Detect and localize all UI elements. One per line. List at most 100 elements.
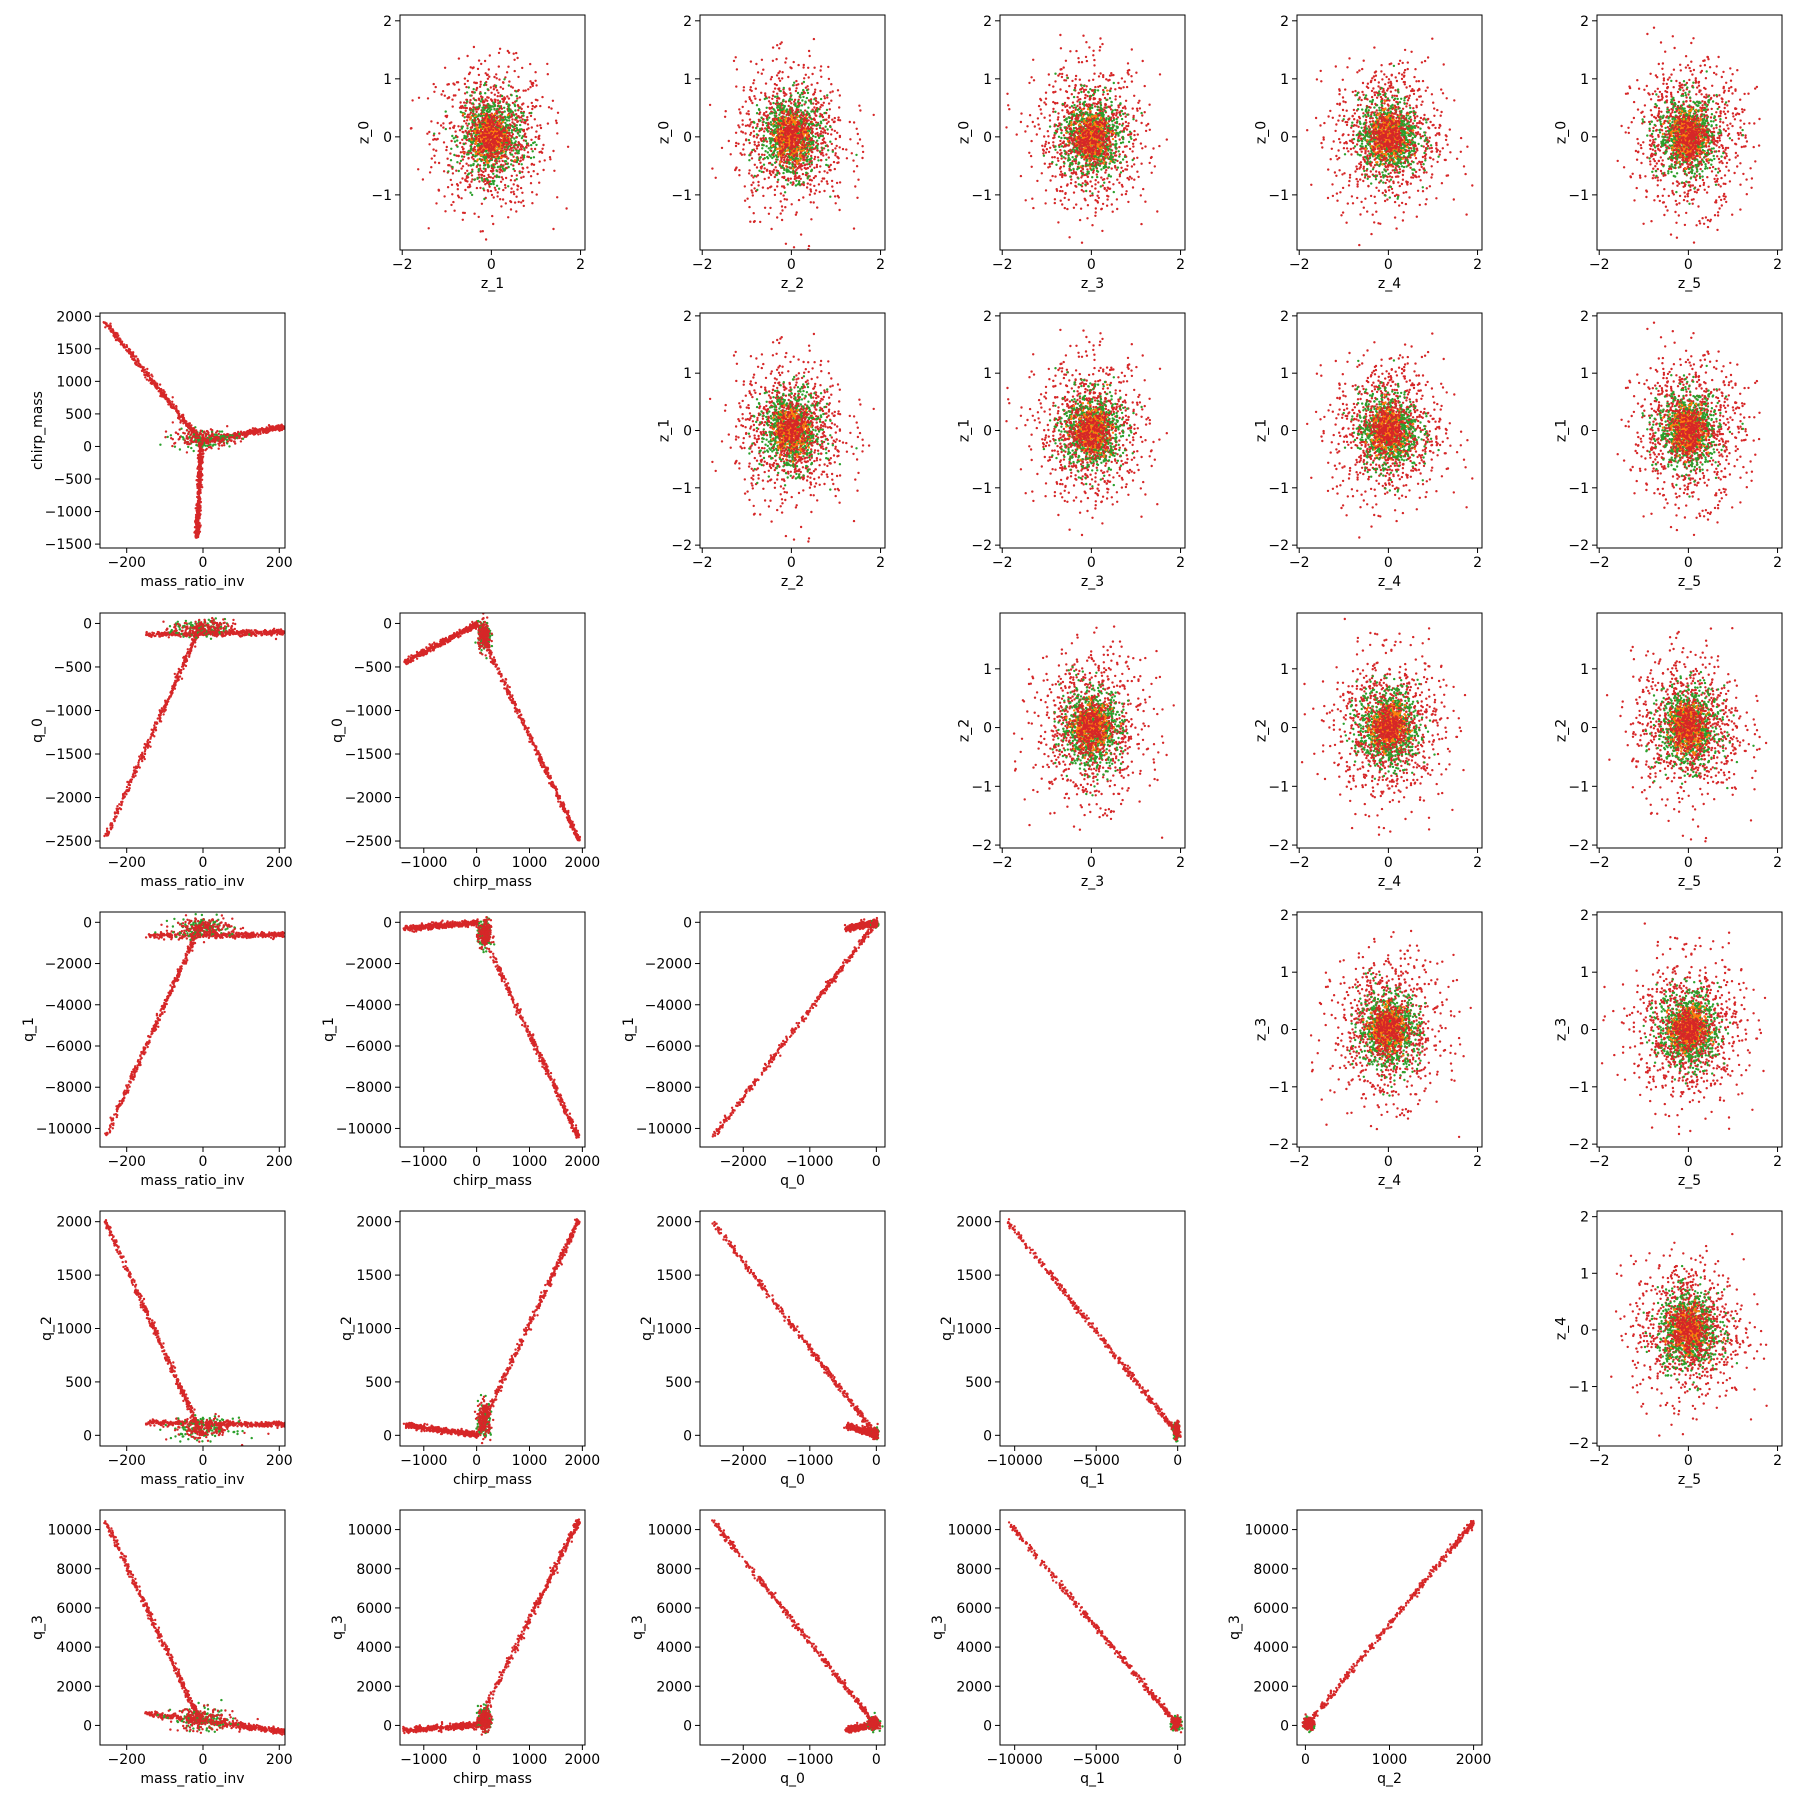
- scatter-point: [1068, 106, 1072, 109]
- scatter-point: [750, 189, 753, 192]
- scatter-point: [1037, 104, 1041, 108]
- scatter-point: [492, 163, 495, 167]
- scatter-point: [734, 131, 738, 134]
- scatter-point: [505, 101, 508, 104]
- scatter-point: [1080, 61, 1084, 64]
- scatter-point: [789, 166, 792, 169]
- scatter-point: [463, 152, 466, 155]
- scatter-point: [1133, 163, 1136, 166]
- scatter-point: [477, 135, 481, 138]
- scatter-point: [519, 159, 522, 162]
- scatter-point: [1062, 141, 1065, 145]
- scatter-point: [1028, 81, 1031, 85]
- scatter-point: [783, 156, 786, 159]
- scatter-point: [821, 151, 824, 155]
- scatter-point: [819, 89, 822, 93]
- scatter-point: [547, 106, 551, 109]
- scatter-point: [810, 218, 813, 221]
- scatter-point: [776, 216, 779, 219]
- scatter-point: [769, 173, 773, 177]
- scatter-point: [822, 119, 825, 122]
- scatter-point: [820, 130, 823, 133]
- scatter-point: [778, 144, 781, 147]
- scatter-point: [781, 166, 784, 169]
- scatter-point: [1052, 91, 1055, 94]
- scatter-point: [764, 127, 767, 130]
- x-tick-label: 0: [787, 257, 796, 273]
- scatter-point: [1088, 46, 1091, 49]
- scatter-point: [777, 140, 781, 143]
- scatter-point: [502, 81, 505, 85]
- scatter-point: [491, 214, 494, 218]
- scatter-point: [467, 153, 470, 156]
- scatter-point: [1085, 59, 1089, 63]
- scatter-point: [856, 132, 859, 136]
- scatter-point: [495, 174, 498, 177]
- scatter-point: [1133, 129, 1136, 133]
- scatter-point: [1141, 59, 1144, 63]
- scatter-point: [510, 143, 513, 147]
- scatter-point: [485, 141, 489, 144]
- scatter-point: [793, 154, 797, 157]
- scatter-point: [524, 139, 527, 142]
- scatter-point: [486, 154, 490, 157]
- scatter-point: [462, 131, 465, 134]
- scatter-point: [1049, 146, 1052, 149]
- scatter-point: [776, 92, 779, 95]
- scatter-point: [1094, 183, 1097, 186]
- scatter-point: [1114, 95, 1117, 98]
- scatter-point: [466, 180, 469, 183]
- scatter-point: [763, 157, 766, 160]
- scatter-point: [513, 122, 516, 126]
- scatter-point: [825, 122, 829, 125]
- scatter-point: [495, 169, 498, 173]
- scatter-point: [808, 145, 812, 148]
- scatter-point: [791, 167, 795, 170]
- scatter-point: [470, 174, 474, 177]
- scatter-point: [460, 127, 464, 130]
- scatter-point: [508, 126, 512, 130]
- scatter-point: [530, 147, 533, 151]
- scatter-point: [514, 152, 517, 155]
- scatter-point: [1124, 99, 1128, 103]
- scatter-point: [783, 136, 786, 139]
- scatter-point: [827, 156, 830, 159]
- scatter-point: [788, 153, 791, 156]
- scatter-point: [479, 83, 482, 86]
- scatter-point: [492, 128, 495, 132]
- scatter-point: [1116, 116, 1120, 119]
- scatter-point: [803, 103, 806, 106]
- scatter-point: [803, 158, 806, 161]
- scatter-point: [769, 102, 772, 105]
- scatter-point: [1105, 78, 1108, 81]
- scatter-point: [509, 153, 512, 156]
- scatter-point: [443, 195, 446, 198]
- scatter-point: [849, 138, 852, 141]
- scatter-point: [485, 161, 489, 164]
- scatter-point: [465, 91, 469, 94]
- scatter-point: [1063, 101, 1067, 105]
- scatter-point: [531, 104, 534, 108]
- scatter-point: [796, 162, 799, 166]
- scatter-point: [541, 147, 544, 150]
- scatter-point: [727, 139, 730, 143]
- scatter-point: [778, 106, 781, 109]
- scatter-point: [482, 155, 485, 159]
- scatter-point: [813, 66, 816, 69]
- scatter-point: [484, 130, 488, 133]
- scatter-point: [794, 184, 798, 187]
- scatter-point: [500, 94, 504, 98]
- scatter-point: [479, 186, 482, 190]
- scatter-point: [780, 131, 784, 135]
- scatter-point: [1094, 85, 1097, 89]
- scatter-point: [819, 97, 823, 101]
- scatter-point: [1066, 207, 1069, 211]
- scatter-point: [513, 58, 516, 61]
- scatter-point: [797, 165, 801, 168]
- scatter-point: [533, 147, 537, 151]
- scatter-point: [823, 189, 826, 193]
- scatter-point: [510, 191, 513, 194]
- scatter-point: [484, 155, 488, 158]
- scatter-point: [501, 147, 504, 150]
- scatter-point: [783, 94, 786, 98]
